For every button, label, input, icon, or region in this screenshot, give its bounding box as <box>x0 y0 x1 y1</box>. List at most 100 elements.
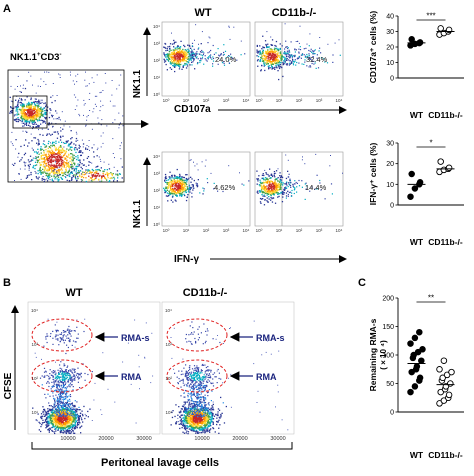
event-dot <box>104 169 106 171</box>
event-dot <box>271 189 273 191</box>
event-dot <box>32 106 35 108</box>
event-dot <box>57 373 60 375</box>
event-dot <box>263 65 265 67</box>
event-dot <box>201 49 203 52</box>
event-dot <box>25 162 27 164</box>
event-dot <box>68 154 70 156</box>
significance-label: ** <box>428 294 434 303</box>
event-dot <box>62 382 64 384</box>
event-dot <box>276 178 278 181</box>
event-dot <box>46 374 48 377</box>
event-dot <box>57 376 59 378</box>
event-dot <box>97 147 99 149</box>
event-dot <box>164 191 166 193</box>
event-dot <box>264 169 266 171</box>
event-dot <box>19 119 21 122</box>
event-dot <box>61 418 64 420</box>
event-dot <box>291 57 293 59</box>
event-dot <box>76 376 79 378</box>
event-dot <box>62 375 64 377</box>
event-dot <box>68 425 70 427</box>
event-dot <box>177 53 179 55</box>
event-dot <box>269 185 271 187</box>
event-dot <box>311 60 313 62</box>
event-dot <box>70 422 72 424</box>
event-dot <box>22 125 24 127</box>
event-dot <box>49 159 51 162</box>
event-dot <box>267 49 269 51</box>
event-dot <box>110 177 112 179</box>
event-dot <box>278 187 281 189</box>
event-dot <box>176 176 178 178</box>
event-dot <box>61 424 64 426</box>
event-dot <box>184 64 186 66</box>
event-dot <box>28 121 31 123</box>
event-dot <box>278 64 280 66</box>
event-dot <box>70 432 72 434</box>
event-dot <box>54 379 56 382</box>
event-dot <box>264 58 266 60</box>
event-dot <box>68 417 71 419</box>
event-dot <box>49 417 51 419</box>
event-dot <box>178 176 180 179</box>
event-dot <box>62 174 64 177</box>
event-dot <box>60 429 62 431</box>
event-dot <box>54 411 56 413</box>
event-dot <box>21 111 23 113</box>
data-point <box>448 368 455 376</box>
event-dot <box>63 413 65 415</box>
event-dot <box>77 172 79 174</box>
event-dot <box>289 51 291 53</box>
event-dot <box>40 78 42 80</box>
event-dot <box>56 112 58 114</box>
event-dot <box>256 44 258 47</box>
event-dot <box>69 160 71 162</box>
event-dot <box>267 173 269 176</box>
event-dot <box>228 26 230 28</box>
event-dot <box>69 410 71 412</box>
event-dot <box>193 59 195 61</box>
event-dot <box>306 53 308 56</box>
event-dot <box>283 188 285 190</box>
event-dot <box>288 56 290 58</box>
event-dot <box>55 142 57 144</box>
event-dot <box>77 177 79 180</box>
event-dot <box>181 176 183 178</box>
event-dot <box>278 67 281 70</box>
event-dot <box>69 148 71 150</box>
event-dot <box>260 56 262 59</box>
event-dot <box>100 135 102 137</box>
event-dot <box>45 113 47 116</box>
event-dot <box>51 426 53 429</box>
data-point <box>408 36 415 43</box>
event-dot <box>57 411 59 413</box>
event-dot <box>107 174 109 176</box>
event-dot <box>48 382 50 384</box>
event-dot <box>176 178 179 180</box>
event-dot <box>72 389 74 391</box>
event-dot <box>42 419 44 421</box>
event-dot <box>63 398 65 400</box>
event-dot <box>68 175 70 177</box>
event-dot <box>167 194 170 197</box>
event-dot <box>179 46 181 48</box>
event-dot <box>61 148 63 151</box>
event-dot <box>53 412 55 414</box>
event-dot <box>66 413 68 416</box>
event-dot <box>66 179 68 181</box>
event-dot <box>51 386 53 388</box>
event-dot <box>113 166 115 168</box>
event-dot <box>175 183 177 185</box>
event-dot <box>74 409 77 412</box>
event-dot <box>261 185 263 188</box>
event-dot <box>87 373 89 376</box>
event-dot <box>40 102 42 104</box>
event-dot <box>257 190 259 192</box>
event-dot <box>21 113 23 115</box>
event-dot <box>17 117 19 119</box>
event-dot <box>278 195 280 198</box>
event-dot <box>289 184 291 186</box>
event-dot <box>49 410 51 412</box>
event-dot <box>190 59 192 61</box>
event-dot <box>16 113 18 115</box>
